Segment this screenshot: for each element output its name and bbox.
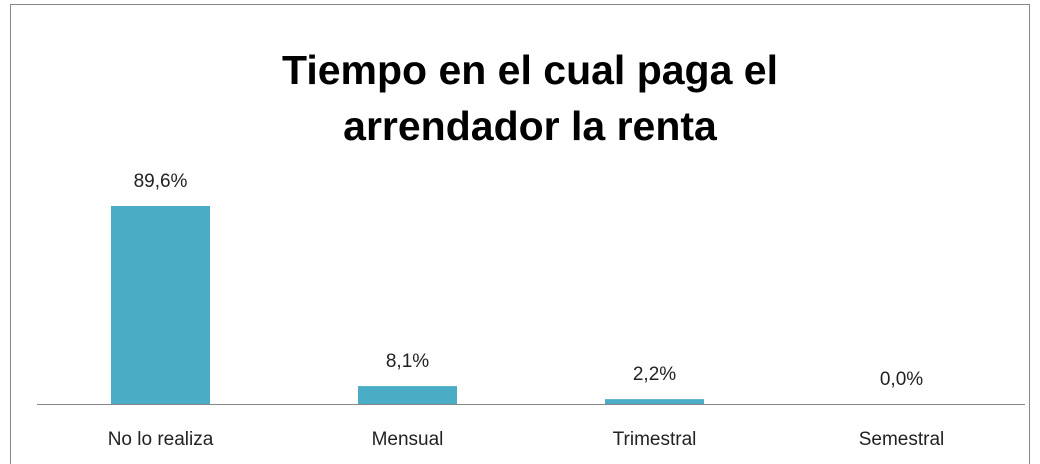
x-tick-label: No lo realiza bbox=[108, 429, 214, 450]
data-label: 0,0% bbox=[880, 369, 923, 390]
x-tick-label: Mensual bbox=[372, 429, 444, 450]
x-tick-label: Semestral bbox=[859, 429, 945, 450]
bar bbox=[605, 399, 704, 404]
bar bbox=[111, 206, 210, 404]
x-tick-label: Trimestral bbox=[613, 429, 697, 450]
bar bbox=[358, 386, 457, 404]
chart-title: Tiempo en el cual paga el arrendador la … bbox=[282, 47, 778, 149]
data-label: 8,1% bbox=[386, 351, 429, 372]
data-label: 2,2% bbox=[633, 364, 676, 385]
chart-border bbox=[10, 4, 1030, 464]
data-label: 89,6% bbox=[134, 171, 188, 192]
